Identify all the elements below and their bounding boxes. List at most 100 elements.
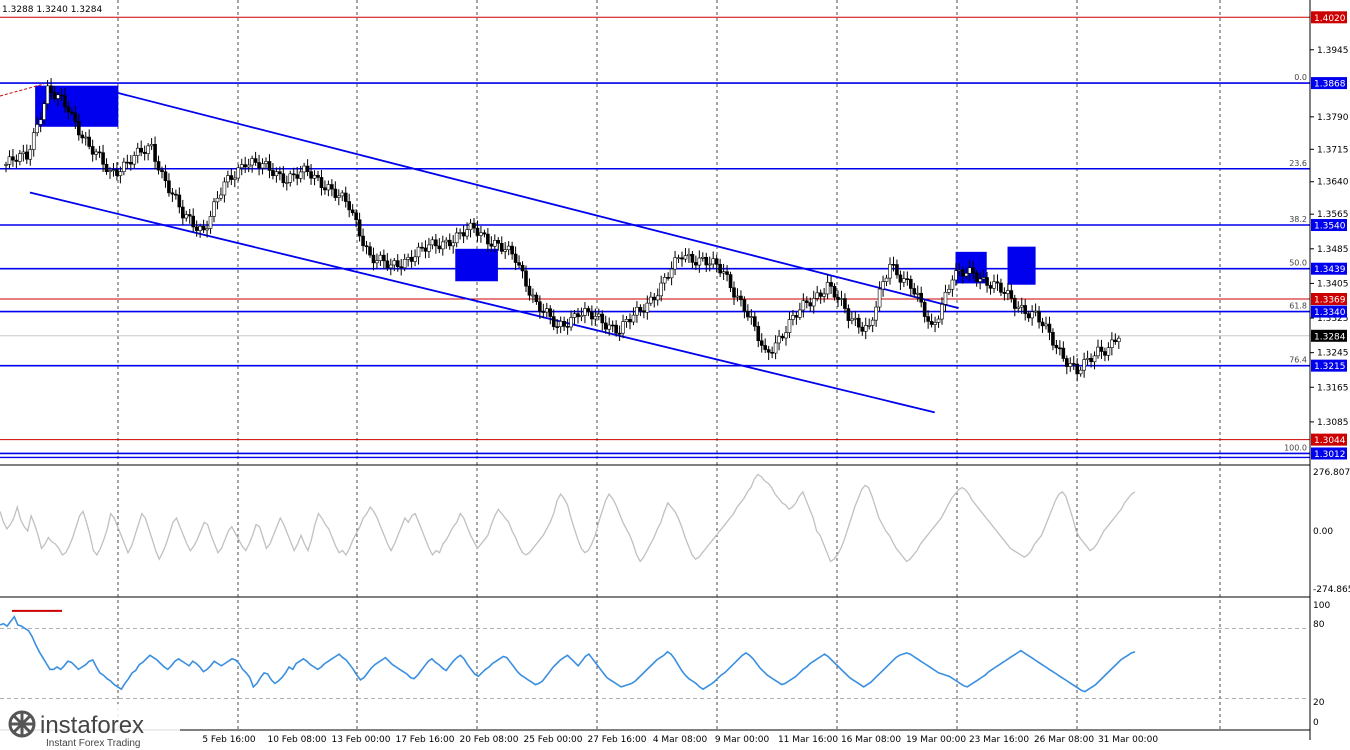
candle-body — [756, 326, 761, 342]
candle-body — [472, 222, 476, 229]
candle-body — [513, 253, 518, 263]
candle-body — [877, 288, 882, 308]
price-tag-label: 1.3340 — [1314, 308, 1346, 318]
candle-body — [35, 124, 40, 134]
price-tick-label: 1.3245 — [1317, 349, 1349, 359]
candle-body — [957, 269, 962, 272]
candle-body — [1044, 323, 1048, 327]
candle-body — [437, 245, 442, 250]
candle-body — [590, 311, 594, 320]
candle-body — [1117, 337, 1121, 342]
candle-body — [1089, 358, 1093, 363]
candle-body — [690, 253, 695, 263]
candle-body — [995, 281, 1000, 284]
candle-body — [804, 300, 809, 303]
price-tick-label: 1.3790 — [1317, 113, 1349, 123]
price-tick-label: 1.3945 — [1317, 46, 1349, 56]
candle-body — [548, 308, 553, 317]
candle-body — [964, 273, 969, 277]
candle-body — [260, 163, 265, 169]
candle-body — [697, 257, 702, 266]
candle-body — [1110, 339, 1114, 349]
candle-body — [680, 257, 684, 260]
date-label: 5 Feb 16:00 — [202, 735, 256, 745]
candle-body — [652, 296, 657, 301]
fib-level-label: 76.4 — [1289, 356, 1307, 365]
candle-body — [461, 232, 466, 237]
candle-body — [811, 298, 816, 307]
candle-body — [271, 170, 275, 176]
candle-body — [423, 247, 428, 252]
fib-level-label: 50.0 — [1289, 259, 1307, 268]
date-label: 26 Mar 08:00 — [1034, 735, 1094, 745]
price-tag-label: 1.3369 — [1314, 296, 1346, 306]
candle-body — [1075, 363, 1079, 375]
candle-body — [139, 147, 143, 153]
price-tag-box — [1311, 11, 1347, 24]
candle-body — [122, 161, 126, 172]
candle-body — [950, 279, 955, 290]
candle-body — [524, 270, 528, 287]
rsi-line — [0, 615, 1136, 693]
candle-body — [281, 173, 286, 184]
candle-body — [434, 239, 438, 247]
candle-body — [378, 254, 383, 261]
candle-body — [101, 152, 105, 165]
ohlc-readout: 1.3288 1.3240 1.3284 — [2, 5, 102, 15]
candle-body — [368, 246, 372, 256]
price-tag-label: 1.3012 — [1314, 450, 1346, 460]
candle-body — [7, 156, 12, 165]
rsi-20-label: 20 — [1313, 698, 1325, 708]
candle-body — [517, 262, 521, 266]
candle-body — [836, 296, 840, 300]
candle-body — [954, 270, 958, 281]
price-tag-box — [1311, 77, 1347, 90]
candle-body — [527, 285, 532, 296]
candle-body — [1009, 290, 1014, 299]
candle-body — [371, 254, 376, 264]
candle-body — [562, 320, 566, 327]
candle-body — [732, 287, 736, 298]
candle-body — [302, 165, 306, 173]
candle-body — [451, 242, 456, 247]
candle-body — [323, 187, 327, 191]
candle-body — [1030, 311, 1034, 319]
price-tag-label: 1.3439 — [1314, 265, 1346, 275]
candle-body — [181, 206, 185, 219]
candle-body — [399, 266, 404, 269]
price-tag-box — [1311, 305, 1347, 318]
candle-body — [551, 316, 556, 327]
candle-body — [579, 315, 584, 318]
candle-body — [104, 164, 109, 172]
price-tag-label: 1.3868 — [1314, 80, 1346, 90]
candle-body — [409, 256, 414, 262]
candle-body — [94, 151, 98, 155]
candle-body — [350, 209, 355, 214]
candle-body — [305, 165, 310, 172]
candle-body — [766, 349, 771, 353]
candle-body — [825, 282, 830, 295]
price-tag-box — [1311, 359, 1347, 372]
cci-line — [0, 473, 1136, 563]
candle-body — [24, 151, 29, 160]
candle-body — [929, 321, 934, 325]
current-price-box — [1311, 329, 1347, 342]
candle-body — [1047, 323, 1052, 333]
price-tag-label: 1.3215 — [1314, 362, 1346, 372]
candle-body — [659, 282, 664, 297]
candle-body — [475, 227, 480, 236]
candle-body — [21, 151, 26, 155]
logo-tagline: Instant Forex Trading — [46, 738, 141, 749]
candle-body — [295, 174, 300, 179]
candle-body — [330, 184, 334, 190]
candle-body — [863, 325, 868, 332]
descending-channel — [29, 92, 959, 414]
candle-body — [891, 264, 896, 266]
price-tick-label: 1.3485 — [1317, 245, 1349, 255]
candle-body — [645, 302, 650, 313]
date-label: 4 Mar 08:00 — [653, 735, 708, 745]
candle-body — [583, 308, 587, 316]
candle-body — [14, 159, 19, 162]
candle-body — [628, 319, 632, 323]
candle-body — [87, 136, 91, 147]
